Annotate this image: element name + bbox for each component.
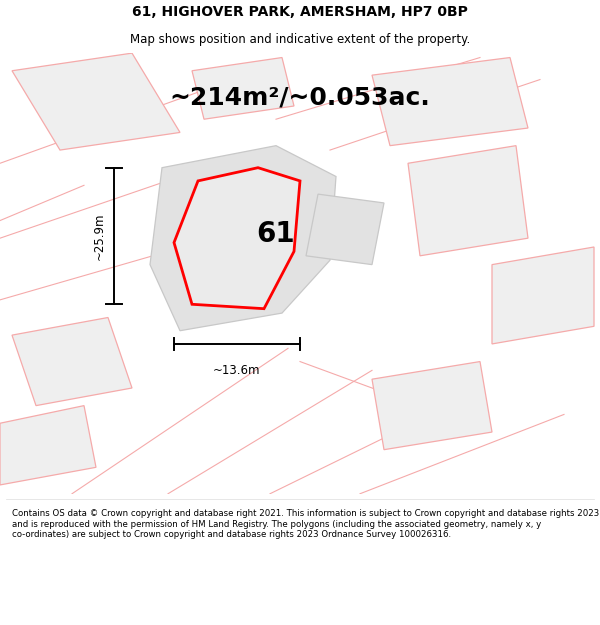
Text: ~214m²/~0.053ac.: ~214m²/~0.053ac. (170, 85, 430, 109)
Polygon shape (372, 361, 492, 450)
Text: Map shows position and indicative extent of the property.: Map shows position and indicative extent… (130, 33, 470, 46)
Polygon shape (492, 247, 594, 344)
Polygon shape (0, 406, 96, 485)
Polygon shape (12, 53, 180, 150)
Text: ~25.9m: ~25.9m (92, 213, 106, 260)
Polygon shape (192, 58, 294, 119)
Polygon shape (174, 168, 300, 309)
Polygon shape (12, 318, 132, 406)
Text: 61: 61 (257, 220, 295, 248)
Text: Contains OS data © Crown copyright and database right 2021. This information is : Contains OS data © Crown copyright and d… (12, 509, 599, 539)
Polygon shape (306, 194, 384, 264)
Text: 61, HIGHOVER PARK, AMERSHAM, HP7 0BP: 61, HIGHOVER PARK, AMERSHAM, HP7 0BP (132, 4, 468, 19)
Text: ~13.6m: ~13.6m (213, 364, 261, 377)
Polygon shape (408, 146, 528, 256)
Polygon shape (150, 146, 336, 331)
Polygon shape (372, 58, 528, 146)
